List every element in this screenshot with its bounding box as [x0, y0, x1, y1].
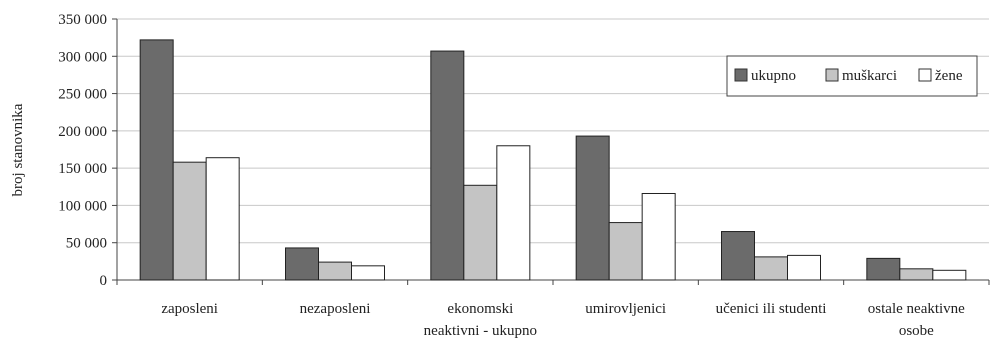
bar-zene: [351, 265, 385, 281]
category-label: neaktivni - ukupno: [424, 323, 537, 339]
bars: [139, 39, 967, 281]
bar-muskarci: [754, 256, 788, 281]
bar-ukupno: [139, 39, 174, 281]
bar-ukupno: [866, 257, 901, 281]
y-tick-label: 300 000: [58, 49, 107, 65]
category-label: učenici ili studenti: [716, 301, 827, 317]
legend: ukupno muškarci žene: [726, 55, 978, 97]
y-tick-label: 350 000: [58, 12, 107, 28]
bar-muskarci: [608, 222, 643, 281]
bar-ukupno: [430, 50, 465, 281]
category-label: ekonomski: [447, 301, 513, 317]
y-tick-label: 250 000: [58, 87, 107, 103]
bar-zene: [496, 145, 531, 281]
axes: [112, 18, 990, 285]
legend-label-zene: žene: [935, 68, 963, 84]
category-labels: zaposleni nezaposleni ekonomski neaktivni -…: [161, 301, 965, 339]
bar-muskarci: [318, 261, 352, 281]
bar-ukupno: [721, 231, 755, 281]
bar-zene: [932, 269, 967, 281]
bar-muskarci: [899, 268, 934, 281]
bar-ukupno: [285, 247, 319, 281]
legend-swatch-muskarci: [825, 68, 839, 82]
y-axis-title: broj stanovnika: [10, 103, 26, 196]
bar-zene: [641, 192, 676, 281]
y-tick-labels: 0 50 000 100 000 150 000 200 000 250 000 300 0…: [58, 12, 107, 289]
category-label: zaposleni: [161, 301, 218, 317]
bar-zene: [787, 254, 821, 281]
category-label: osobe: [899, 323, 934, 339]
legend-label-ukupno: ukupno: [751, 68, 796, 84]
legend-swatch-zene: [918, 68, 932, 82]
bar-ukupno: [575, 135, 610, 281]
legend-frame: [726, 55, 978, 97]
bar-muskarci: [463, 184, 498, 281]
bar-zene: [205, 157, 240, 281]
legend-swatch-ukupno: [734, 68, 748, 82]
y-tick-label: 0: [100, 273, 108, 289]
y-tick-label: 50 000: [66, 236, 107, 252]
grid-lines: [117, 18, 989, 244]
category-label: nezaposleni: [300, 301, 371, 317]
category-label: ostale neaktivne: [868, 301, 965, 317]
legend-label-muskarci: muškarci: [842, 68, 897, 84]
y-tick-label: 100 000: [58, 198, 107, 214]
y-tick-label: 150 000: [58, 161, 107, 177]
bar-muskarci: [172, 161, 207, 281]
category-label: umirovljenici: [585, 301, 666, 317]
y-tick-label: 200 000: [58, 124, 107, 140]
